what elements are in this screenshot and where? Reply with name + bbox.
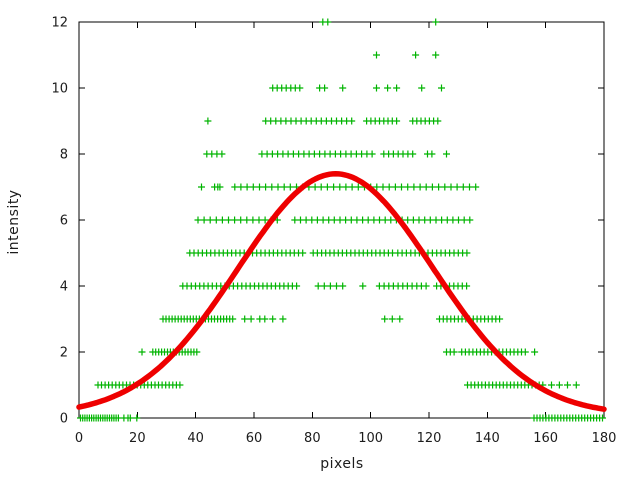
y-tick-label: 2 bbox=[60, 346, 68, 361]
x-tick-label: 120 bbox=[417, 431, 442, 446]
y-axis-title: intensity bbox=[6, 189, 22, 255]
x-tick-label: 60 bbox=[246, 431, 263, 446]
fit-curve bbox=[76, 171, 607, 412]
y-tick-label: 10 bbox=[51, 82, 68, 97]
y-tick-label: 6 bbox=[60, 214, 68, 229]
x-tick-label: 160 bbox=[533, 431, 558, 446]
x-tick-label: 80 bbox=[304, 431, 321, 446]
x-tick-label: 20 bbox=[129, 431, 146, 446]
y-tick-label: 12 bbox=[51, 16, 68, 31]
scatter-points bbox=[77, 18, 606, 422]
x-tick-label: 100 bbox=[358, 431, 383, 446]
y-tick-label: 0 bbox=[60, 412, 68, 427]
y-tick-label: 4 bbox=[60, 280, 68, 295]
x-tick-label: 40 bbox=[187, 431, 204, 446]
x-tick-label: 0 bbox=[75, 431, 83, 446]
x-axis-title: pixels bbox=[320, 456, 364, 472]
x-tick-label: 140 bbox=[475, 431, 500, 446]
y-tick-label: 8 bbox=[60, 148, 68, 163]
x-tick-label: 180 bbox=[592, 431, 617, 446]
